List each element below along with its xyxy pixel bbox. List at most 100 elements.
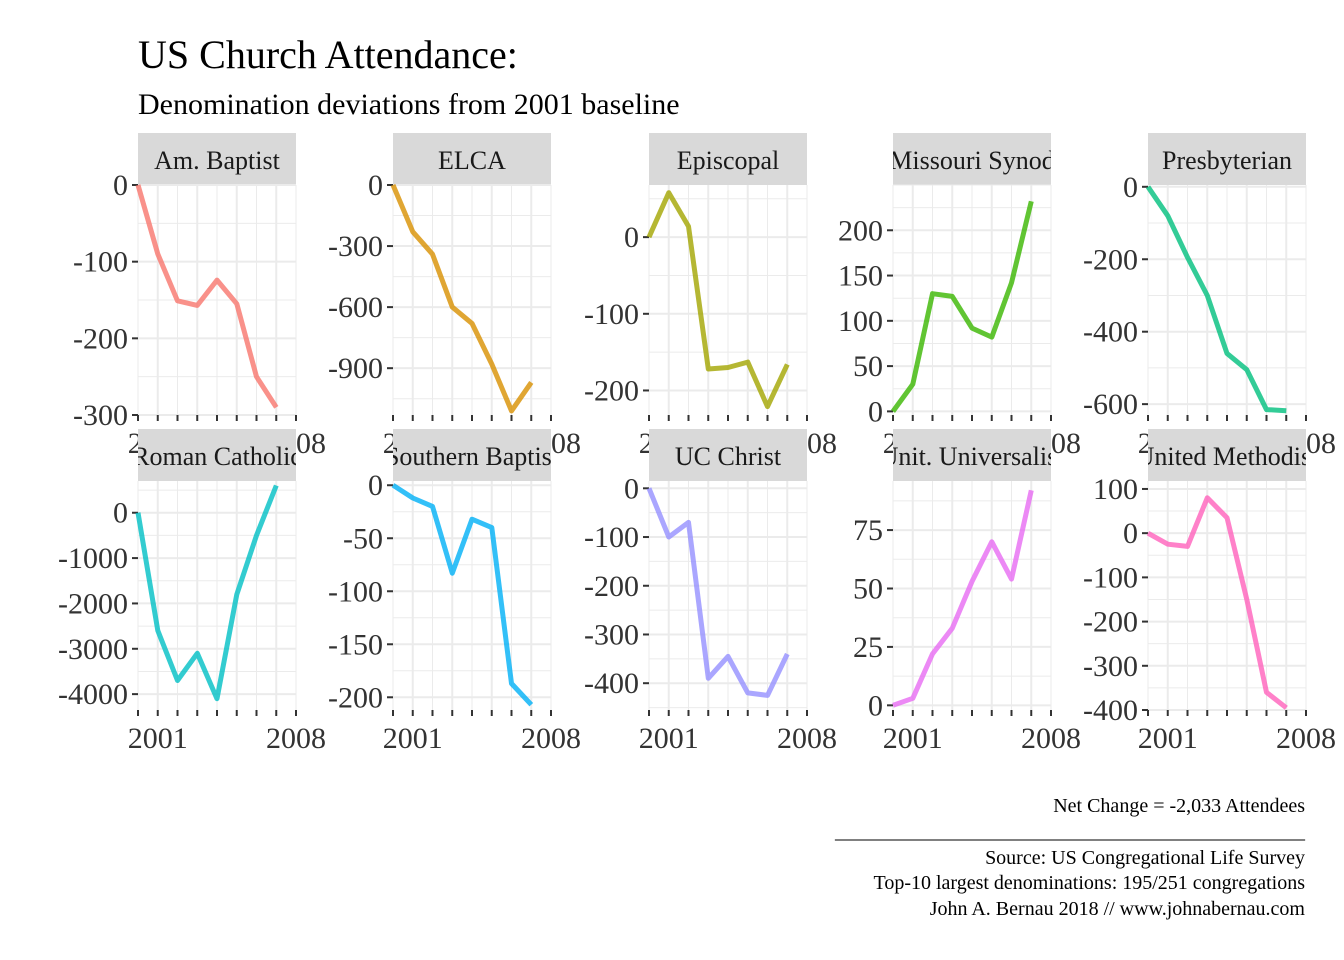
y-tick-label: 50: [853, 350, 883, 383]
y-tick-label: -300: [584, 618, 639, 651]
y-tick-label: 0: [113, 497, 128, 530]
y-tick-label: 200: [838, 214, 883, 247]
y-tick-label: -200: [73, 322, 128, 355]
facet-label-southern-baptist: Southern Baptist: [385, 442, 560, 471]
facet-label-episcopal: Episcopal: [677, 146, 780, 175]
y-tick-label: -1000: [58, 542, 128, 575]
y-tick-label: 0: [113, 169, 128, 202]
facet-strip: [893, 429, 1051, 481]
series-line-roman-catholic: [135, 484, 279, 702]
x-tick-label: 2001: [383, 722, 443, 755]
y-tick-label: -900: [328, 352, 383, 385]
y-tick-label: -200: [1083, 243, 1138, 276]
x-tick-label: 2008: [777, 722, 837, 755]
facet-panels: Am. Baptist 0 -100 -200 -300 2001 2008 ELCA 0 -30…: [58, 133, 1336, 755]
y-tick-label: -200: [1083, 606, 1138, 639]
y-tick-label: -50: [343, 522, 383, 555]
x-tick-label: 2008: [1276, 722, 1336, 755]
y-tick-label: 25: [853, 631, 883, 664]
facet-label-united-methodist: United Methodist: [1136, 442, 1319, 471]
caption-sample: Top-10 largest denominations: 195/251 co…: [874, 872, 1306, 894]
y-tick-label: 0: [624, 472, 639, 505]
y-tick-label: 100: [838, 305, 883, 338]
y-tick-label: -300: [73, 399, 128, 432]
series-line-elca: [390, 184, 534, 414]
facet-strip: [1148, 133, 1306, 185]
series-line-southern-baptist: [391, 483, 534, 707]
panel-unit-universalist: Unit. Universalist 0 25 50 75 2001 2008: [853, 429, 1081, 755]
y-tick-label: 75: [853, 514, 883, 547]
x-tick-label: 2001: [1138, 722, 1198, 755]
y-tick-label: -100: [584, 521, 639, 554]
x-tick-label: 2001: [883, 722, 943, 755]
y-tick-label: 0: [1123, 171, 1138, 204]
y-tick-label: -300: [1083, 650, 1138, 683]
facet-label-elca: ELCA: [438, 146, 506, 175]
facet-label-uc-christ: UC Christ: [675, 442, 782, 471]
x-tick-label: 2001: [639, 722, 699, 755]
series-line-missouri-synod: [890, 200, 1034, 413]
caption-source: Source: US Congregational Life Survey: [985, 847, 1305, 869]
x-tick-label: 2008: [266, 722, 326, 755]
y-tick-label: 100: [1093, 473, 1138, 506]
y-tick-label: -600: [1083, 388, 1138, 421]
y-tick-label: 0: [868, 395, 883, 428]
facet-label-presbyterian: Presbyterian: [1162, 146, 1292, 175]
chart-title: US Church Attendance:: [138, 32, 518, 77]
y-tick-label: 0: [368, 469, 383, 502]
y-tick-label: 50: [853, 572, 883, 605]
facet-label-missouri-synod: Missouri Synod: [889, 146, 1054, 175]
series-line-am-baptist: [135, 184, 279, 409]
y-tick-label: -200: [328, 681, 383, 714]
y-tick-label: 0: [624, 221, 639, 254]
series-line-unit-universalist: [892, 489, 1034, 708]
facet-strip: [1148, 429, 1306, 481]
y-tick-label: -200: [584, 570, 639, 603]
y-tick-label: -100: [1083, 561, 1138, 594]
y-tick-label: -100: [73, 246, 128, 279]
y-tick-label: -600: [328, 291, 383, 324]
caption-credit: John A. Bernau 2018 // www.johnabernau.c…: [930, 898, 1306, 920]
series-line-united-methodist: [1146, 495, 1288, 710]
facet-strip: [393, 429, 551, 481]
facet-strip: [893, 133, 1051, 185]
y-tick-label: -2000: [58, 587, 128, 620]
facet-strip: [138, 133, 296, 185]
y-tick-label: -400: [1083, 316, 1138, 349]
y-tick-label: -3000: [58, 633, 128, 666]
y-tick-label: -100: [584, 298, 639, 331]
x-tick-label: 2001: [128, 722, 188, 755]
y-tick-label: -150: [328, 628, 383, 661]
y-tick-label: -4000: [58, 678, 128, 711]
series-line-presbyterian: [1145, 185, 1287, 414]
chart-subtitle: Denomination deviations from 2001 baseli…: [138, 88, 680, 121]
caption-rule: ________________________________________…: [834, 821, 1306, 843]
x-tick-label: 2008: [521, 722, 581, 755]
y-tick-label: 0: [368, 169, 383, 202]
panel-missouri-synod: Missouri Synod05010015020020012008: [838, 133, 1081, 460]
facet-strip: [138, 429, 296, 481]
y-tick-label: -400: [1083, 694, 1138, 727]
facet-label-unit-universalist: Unit. Universalist: [880, 442, 1066, 471]
y-tick-label: 150: [838, 260, 883, 293]
y-tick-label: -100: [328, 575, 383, 608]
series-line-uc-christ: [646, 487, 790, 698]
series-line-episcopal: [646, 190, 790, 410]
net-change-note: Net Change = -2,033 Attendees: [1053, 795, 1305, 817]
x-tick-label: 2008: [1021, 722, 1081, 755]
facet-label-roman-catholic: Roman Catholic: [132, 442, 302, 471]
y-tick-label: -400: [584, 667, 639, 700]
y-tick-label: -200: [584, 374, 639, 407]
facet-label-am-baptist: Am. Baptist: [154, 146, 280, 175]
y-tick-label: -300: [328, 230, 383, 263]
facet-strip: [393, 133, 551, 185]
